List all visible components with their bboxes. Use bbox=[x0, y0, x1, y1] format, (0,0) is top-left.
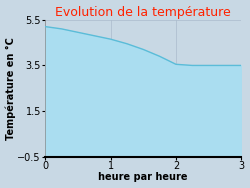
Y-axis label: Température en °C: Température en °C bbox=[6, 37, 16, 140]
X-axis label: heure par heure: heure par heure bbox=[98, 172, 188, 182]
Title: Evolution de la température: Evolution de la température bbox=[55, 6, 231, 19]
